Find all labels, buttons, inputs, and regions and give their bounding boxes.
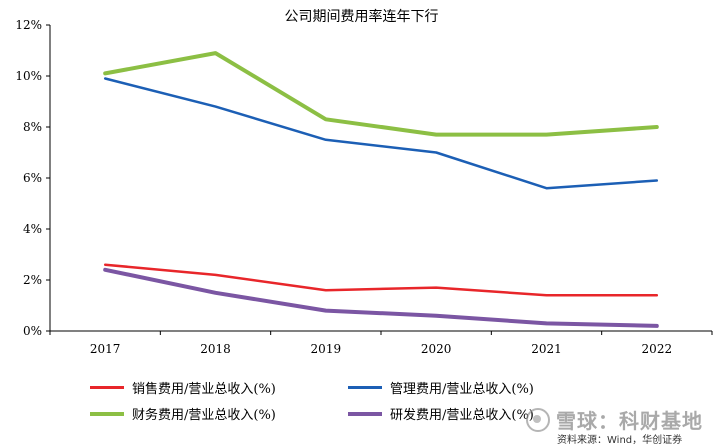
watermark-text: 雪球：科财基地	[556, 409, 703, 433]
y-tick-label: 4%	[23, 222, 42, 236]
y-tick-label: 8%	[23, 120, 42, 134]
legend-swatch-finance	[90, 411, 124, 416]
legend-label-finance: 财务费用/营业总收入(%)	[132, 408, 276, 423]
y-tick-label: 12%	[15, 18, 42, 32]
x-tick-label: 2020	[421, 342, 452, 356]
legend-label-selling: 销售费用/营业总收入(%)	[132, 382, 276, 397]
watermark: 雪球：科财基地	[526, 405, 703, 434]
y-tick-label: 10%	[15, 69, 42, 83]
legend: 销售费用/营业总收入(%) 管理费用/营业总收入(%) 财务费用/营业总收入(%…	[0, 372, 723, 432]
legend-label-rd: 研发费用/营业总收入(%)	[390, 408, 534, 423]
y-tick-label: 2%	[23, 273, 42, 287]
snowball-icon	[526, 407, 550, 432]
legend-label-admin: 管理费用/营业总收入(%)	[390, 382, 534, 397]
x-tick-label: 2019	[311, 342, 342, 356]
legend-swatch-rd	[348, 411, 382, 416]
legend-item-admin: 管理费用/营业总收入(%)	[348, 378, 534, 397]
series-line-admin	[103, 77, 659, 190]
series-line-rd	[103, 267, 659, 328]
series-line-finance	[103, 51, 659, 137]
y-tick-label: 6%	[23, 171, 42, 185]
x-tick-label: 2021	[531, 342, 562, 356]
y-tick-label: 0%	[23, 324, 42, 338]
series-line-selling	[103, 263, 659, 297]
source-note: 资料来源：Wind，华创证券	[557, 435, 683, 446]
x-tick-label: 2017	[90, 342, 121, 356]
legend-swatch-selling	[90, 386, 124, 389]
x-tick-label: 2018	[200, 342, 231, 356]
chart-title: 公司期间费用率连年下行	[284, 9, 439, 25]
legend-item-rd: 研发费用/营业总收入(%)	[348, 404, 534, 423]
legend-item-selling: 销售费用/营业总收入(%)	[90, 378, 276, 397]
legend-swatch-admin	[348, 386, 382, 389]
x-tick-label: 2022	[642, 342, 673, 356]
legend-item-finance: 财务费用/营业总收入(%)	[90, 404, 276, 423]
